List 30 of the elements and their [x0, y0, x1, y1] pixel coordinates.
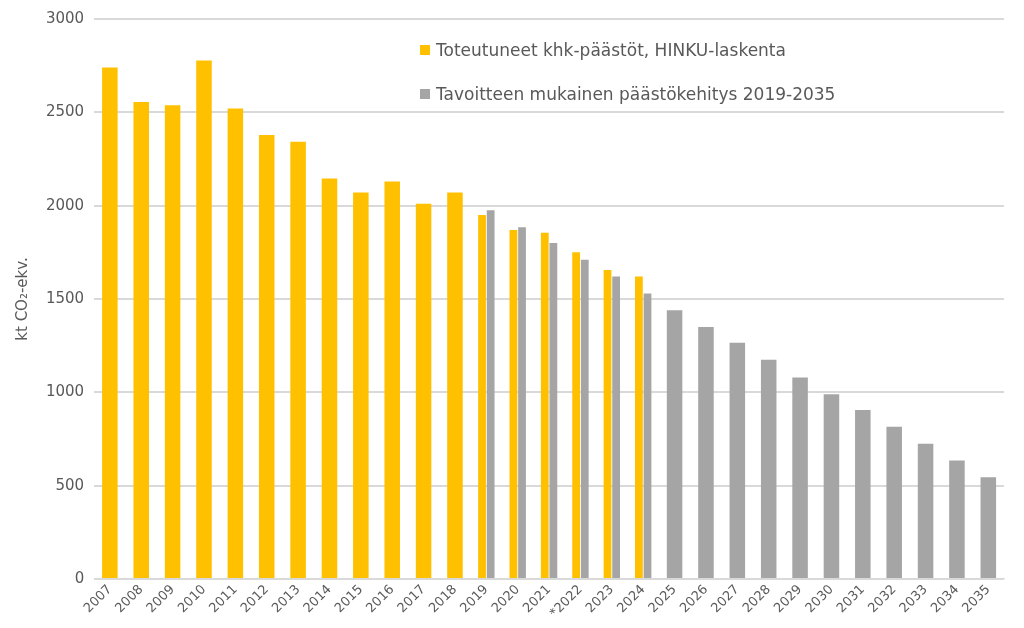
y-tick-label: 1000 — [45, 382, 85, 401]
y-tick-label: 3000 — [45, 8, 85, 27]
bar — [792, 377, 808, 578]
bar — [917, 443, 934, 578]
bar — [980, 477, 997, 578]
bar — [384, 181, 400, 578]
y-tick-label: 2000 — [45, 195, 85, 214]
bar — [196, 60, 212, 578]
bar — [729, 342, 746, 578]
bar — [949, 460, 965, 578]
bar — [321, 178, 338, 578]
bar — [102, 67, 118, 578]
y-tick-label: 500 — [55, 475, 85, 494]
bar — [823, 394, 840, 578]
bar — [164, 105, 181, 578]
y-axis-title: kt CO₂-ekv. — [12, 257, 31, 341]
y-tick-label: 0 — [74, 568, 85, 587]
bar — [133, 102, 149, 578]
bar — [698, 326, 714, 578]
legend-label: Toteutuneet khk-päästöt, HINKU-laskenta — [436, 40, 786, 60]
y-tick-label: 2500 — [45, 102, 85, 121]
bar — [886, 426, 902, 578]
y-tick-label: 1500 — [45, 288, 85, 307]
bar — [760, 359, 777, 578]
legend-label: Tavoitteen mukainen päästökehitys 2019-2035 — [436, 84, 836, 104]
bar — [258, 135, 275, 578]
bar — [855, 410, 871, 578]
bar — [227, 108, 244, 578]
bar — [290, 141, 306, 578]
bar — [353, 192, 369, 578]
